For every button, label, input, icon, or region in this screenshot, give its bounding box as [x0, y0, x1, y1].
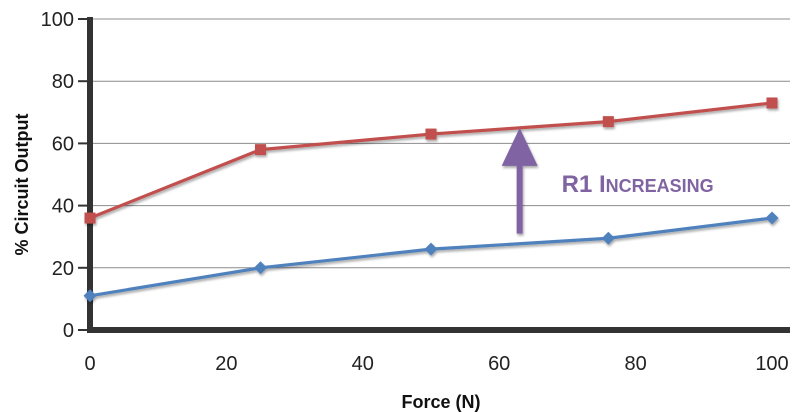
series-1-point-0 [84, 212, 96, 224]
series-1-line [89, 101, 773, 220]
y-tick-label-80: 80 [52, 71, 74, 93]
series-1 [84, 97, 778, 224]
series-group [83, 97, 779, 303]
x-tick-label-100: 100 [755, 353, 788, 375]
arrow-head [501, 127, 538, 166]
axes [78, 17, 790, 333]
annotation-label: R1 INCREASING [562, 171, 714, 198]
y-tick-label-60: 60 [52, 133, 74, 155]
series-2-line [89, 216, 773, 298]
annotation-group: R1 INCREASING [501, 127, 714, 234]
r1-increasing-arrow [501, 127, 538, 234]
series-2 [83, 211, 779, 303]
x-tick-label-60: 60 [488, 353, 510, 375]
series-1-point-1 [255, 144, 266, 156]
series-2-point-3 [601, 231, 615, 245]
series-1-point-3 [602, 116, 614, 128]
series-1-point-2 [425, 128, 437, 140]
annotation-label-smallcaps: NCREASING [606, 176, 714, 196]
y-tick-label-100: 100 [41, 9, 74, 31]
series-2-point-0 [83, 289, 97, 303]
y-tick-label-40: 40 [52, 196, 74, 218]
y-tick-label-0: 0 [63, 320, 74, 342]
axis-labels: 0 20 40 60 80 100 0 20 40 60 80 100 Force (N) % Circu… [12, 9, 789, 412]
x-tick-label-0: 0 [84, 353, 95, 375]
annotation-label-main: R1 I [562, 171, 606, 198]
x-tick-label-80: 80 [624, 353, 646, 375]
series-1-point-4 [766, 97, 778, 109]
series-2-point-4 [765, 211, 779, 225]
x-axis-title: Force (N) [401, 392, 480, 412]
y-axis-title: % Circuit Output [12, 114, 32, 256]
x-tick-label-20: 20 [215, 353, 237, 375]
series-2-point-1 [254, 261, 267, 275]
gridlines [90, 18, 790, 269]
y-tick-label-20: 20 [52, 258, 74, 280]
x-tick-label-40: 40 [352, 353, 374, 375]
series-2-point-2 [424, 242, 438, 256]
